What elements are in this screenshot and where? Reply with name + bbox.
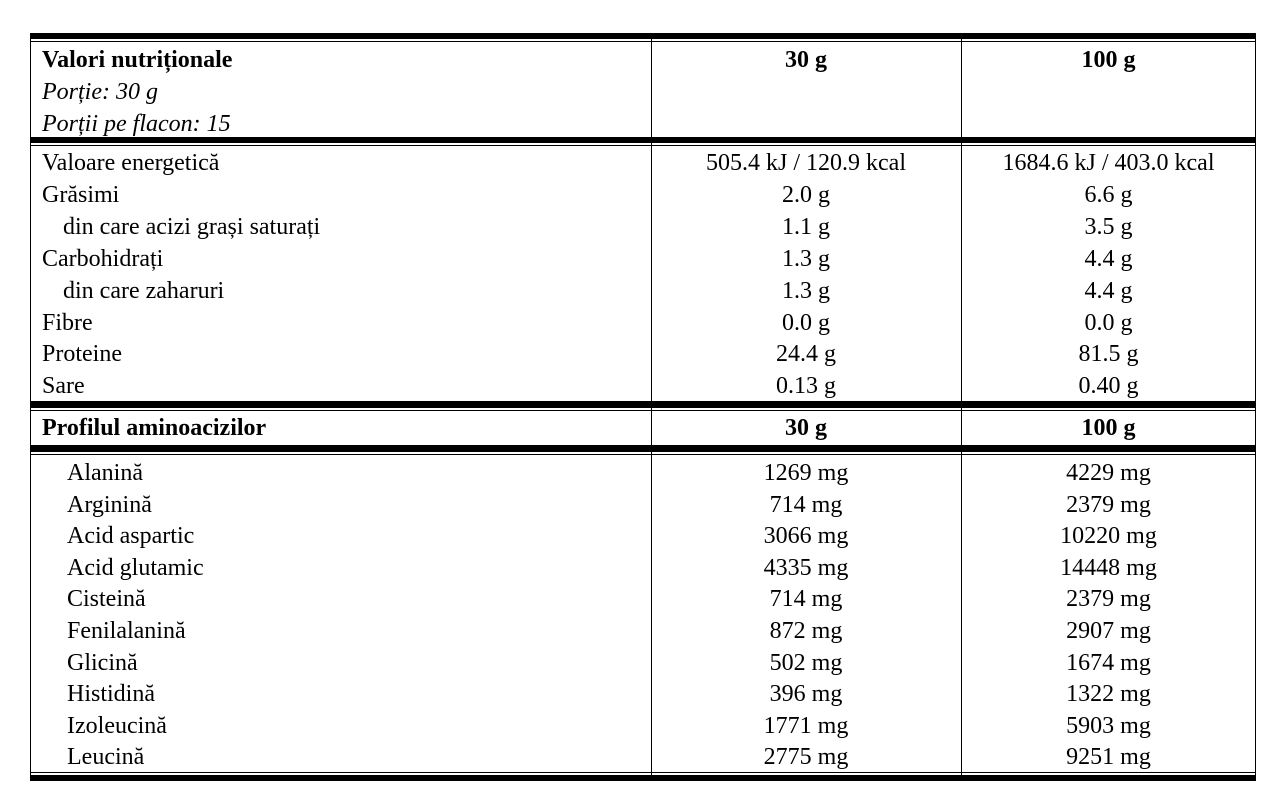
value-100g: 81.5 g xyxy=(1078,341,1139,368)
value-100g: 9251 mg xyxy=(1066,744,1151,771)
nutrient-name: Acid glutamic xyxy=(67,554,204,581)
value-30g: 1771 mg xyxy=(763,712,849,739)
value-30g: 1.3 g xyxy=(782,245,830,272)
value-100g: 0.40 g xyxy=(1078,373,1139,400)
servings-row: Porții pe flacon: 15 xyxy=(30,108,1256,140)
value-30g: 1.3 g xyxy=(782,277,830,304)
amino-header-row: Profilul aminoacizilor 30 g 100 g xyxy=(30,412,1256,444)
value-30g: 502 mg xyxy=(769,649,843,676)
column-header-30g: 30 g xyxy=(785,47,827,73)
column-divider xyxy=(651,33,652,781)
amino-title: Profilul aminoacizilor xyxy=(42,415,267,441)
nutrient-name: Proteine xyxy=(42,341,122,368)
nutrient-name: Fibre xyxy=(42,309,93,336)
nutrient-name: Izoleucină xyxy=(67,712,167,739)
value-100g: 1674 mg xyxy=(1066,649,1151,676)
nutrient-name: Cisteină xyxy=(67,586,146,613)
nutrient-name: Histidină xyxy=(67,681,155,708)
value-100g: 10220 mg xyxy=(1060,523,1157,550)
nutrient-name: Acid aspartic xyxy=(67,523,195,550)
column-divider xyxy=(961,33,962,781)
value-30g: 714 mg xyxy=(769,491,843,518)
table-row: Fenilalanină 872 mg 2907 mg xyxy=(30,615,1256,647)
table-row: Izoleucină 1771 mg 5903 mg xyxy=(30,710,1256,742)
value-100g: 4229 mg xyxy=(1066,460,1151,486)
serving-row: Porție: 30 g xyxy=(30,76,1256,108)
bottom-thin-rule xyxy=(30,772,1256,773)
amino-column-header-30g: 30 g xyxy=(785,415,827,441)
left-border xyxy=(30,33,31,781)
value-30g: 714 mg xyxy=(769,586,843,613)
value-100g: 6.6 g xyxy=(1084,181,1133,208)
header-thin-rule xyxy=(30,145,1256,146)
table-row: Sare 0.13 g 0.40 g xyxy=(30,370,1256,402)
amino-thick-rule xyxy=(30,401,1256,408)
value-100g: 4.4 g xyxy=(1084,277,1133,304)
table-row: din care acizi grași saturați 1.1 g 3.5 g xyxy=(30,211,1256,243)
table-row: Glicină 502 mg 1674 mg xyxy=(30,647,1256,679)
table-title: Valori nutriționale xyxy=(42,47,233,73)
value-100g: 14448 mg xyxy=(1060,554,1157,581)
value-30g: 4335 mg xyxy=(763,554,849,581)
value-100g: 4.4 g xyxy=(1084,245,1133,272)
nutrient-name: Sare xyxy=(42,373,85,400)
table-row: din care zaharuri 1.3 g 4.4 g xyxy=(30,275,1256,307)
value-30g: 0.0 g xyxy=(782,309,830,336)
nutrient-name: Alanină xyxy=(67,460,143,486)
value-30g: 872 mg xyxy=(769,618,843,644)
value-30g: 24.4 g xyxy=(776,341,836,368)
table-row: Proteine 24.4 g 81.5 g xyxy=(30,338,1256,370)
nutrient-name: Fenilalanină xyxy=(67,618,186,644)
table-row: Histidină 396 mg 1322 mg xyxy=(30,678,1256,710)
table-row: Leucină 2775 mg 9251 mg xyxy=(30,741,1256,773)
value-100g: 2379 mg xyxy=(1066,586,1151,613)
table-row: Alanină 1269 mg 4229 mg xyxy=(30,457,1256,489)
table-row: Carbohidrați 1.3 g 4.4 g xyxy=(30,243,1256,275)
value-30g: 0.13 g xyxy=(776,373,836,400)
value-30g: 2775 mg xyxy=(763,744,849,771)
amino-header-thin-rule xyxy=(30,454,1256,455)
nutrient-name: Grăsimi xyxy=(42,181,120,208)
value-30g: 2.0 g xyxy=(782,181,830,208)
value-100g: 1684.6 kJ / 403.0 kcal xyxy=(1002,150,1215,176)
value-30g: 396 mg xyxy=(769,681,843,708)
table-row: Fibre 0.0 g 0.0 g xyxy=(30,307,1256,339)
amino-thin-rule xyxy=(30,410,1256,411)
right-border xyxy=(1255,33,1256,781)
nutrient-name: din care acizi grași saturați xyxy=(63,213,321,240)
table-row: Valoare energetică 505.4 kJ / 120.9 kcal 1… xyxy=(30,147,1256,179)
header-thick-rule xyxy=(30,137,1256,143)
value-30g: 3066 mg xyxy=(763,523,849,550)
servings-per-container: Porții pe flacon: 15 xyxy=(42,111,231,137)
value-100g: 5903 mg xyxy=(1066,712,1151,739)
amino-header-thick-rule xyxy=(30,445,1256,452)
value-30g: 1.1 g xyxy=(782,213,830,240)
table-row: Cisteină 714 mg 2379 mg xyxy=(30,583,1256,615)
nutrient-name: Leucină xyxy=(67,744,145,771)
value-100g: 0.0 g xyxy=(1084,309,1133,336)
table-row: Acid glutamic 4335 mg 14448 mg xyxy=(30,552,1256,584)
value-100g: 2907 mg xyxy=(1066,618,1151,644)
value-100g: 1322 mg xyxy=(1066,681,1151,708)
table-row: Arginină 714 mg 2379 mg xyxy=(30,489,1256,521)
nutrient-name: Arginină xyxy=(67,491,152,518)
value-100g: 2379 mg xyxy=(1066,491,1151,518)
nutrient-name: Carbohidrați xyxy=(42,245,164,272)
bottom-thick-rule xyxy=(30,775,1256,781)
nutrient-name: Valoare energetică xyxy=(42,150,220,176)
nutrient-name: din care zaharuri xyxy=(63,277,225,304)
value-30g: 1269 mg xyxy=(763,460,849,486)
header-row: Valori nutriționale 30 g 100 g xyxy=(30,44,1256,76)
top-thick-rule xyxy=(30,33,1256,39)
nutrient-name: Glicină xyxy=(67,649,138,676)
top-thin-rule xyxy=(30,41,1256,42)
amino-column-header-100g: 100 g xyxy=(1081,415,1136,441)
column-header-100g: 100 g xyxy=(1081,47,1136,73)
value-100g: 3.5 g xyxy=(1084,213,1133,240)
table-row: Grăsimi 2.0 g 6.6 g xyxy=(30,179,1256,211)
value-30g: 505.4 kJ / 120.9 kcal xyxy=(706,150,906,176)
serving-size: Porție: 30 g xyxy=(42,79,158,105)
table-row: Acid aspartic 3066 mg 10220 mg xyxy=(30,520,1256,552)
